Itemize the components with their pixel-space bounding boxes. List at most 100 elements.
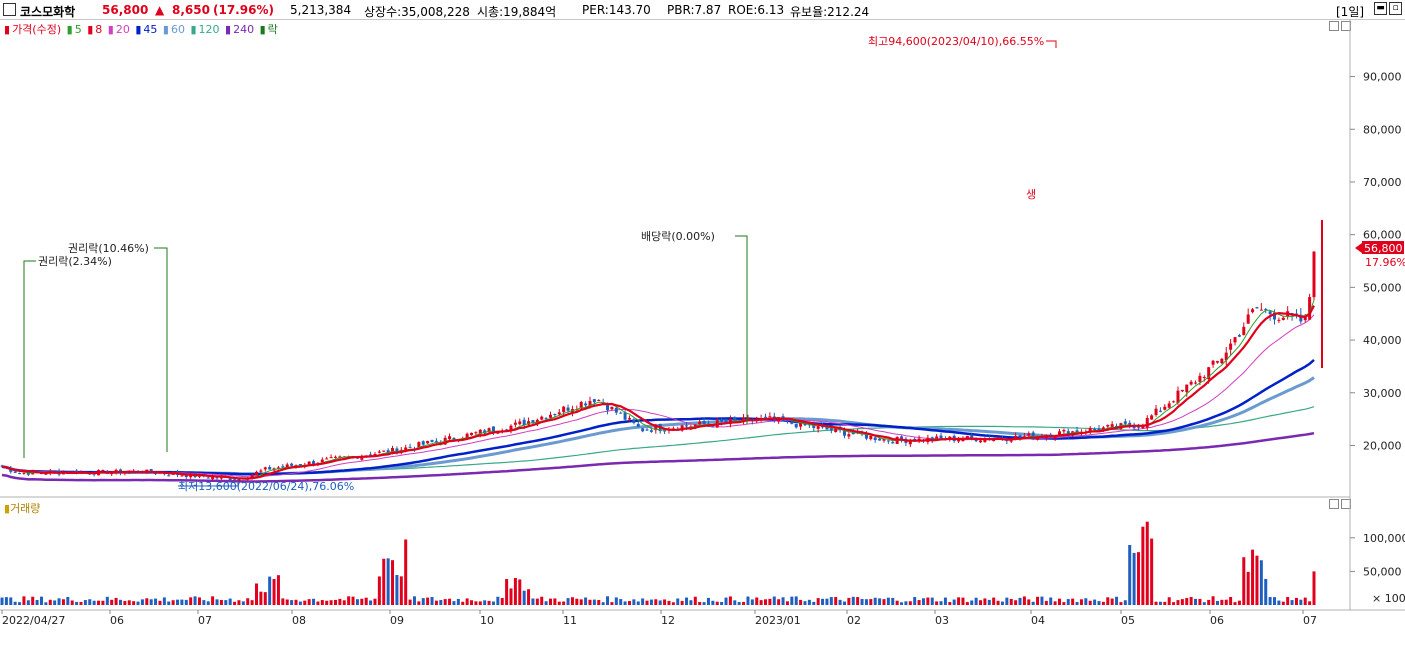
y-tick-label: 80,000: [1363, 123, 1402, 136]
volume-bar: [180, 599, 184, 605]
volume-bar: [895, 600, 899, 605]
rights-annotation-1: 권리락(10.46%): [68, 242, 149, 255]
volume-bar: [860, 598, 864, 605]
volume-bar: [110, 599, 114, 605]
minimize-icon[interactable]: ▬: [1374, 2, 1387, 15]
candle-body: [588, 401, 592, 406]
candle-body: [566, 407, 570, 411]
candle-body: [869, 435, 873, 440]
candle-body: [281, 466, 285, 468]
period-selector[interactable]: [1일]: [1336, 5, 1365, 19]
volume-bar: [715, 601, 719, 605]
volume-bar: [140, 599, 144, 605]
candle-body: [167, 475, 171, 477]
current-pct-label: 17.96%: [1365, 256, 1405, 269]
volume-bar: [711, 600, 715, 605]
candle-body: [255, 471, 259, 476]
legend-ma45-icon: ▮: [135, 23, 142, 36]
volume-bar: [206, 601, 210, 605]
volume-bar: [518, 579, 522, 605]
candle-body: [487, 428, 491, 433]
candle-body: [645, 429, 649, 431]
candle-body: [474, 432, 478, 434]
candle-body: [746, 417, 750, 419]
legend-ma20[interactable]: 20: [115, 23, 130, 36]
candle-body: [1185, 384, 1189, 393]
x-tick-label: 12: [661, 614, 675, 627]
volume-bar: [219, 599, 223, 605]
volume-bar: [228, 598, 232, 605]
volume-bar: [233, 601, 237, 605]
candle-body: [1158, 410, 1162, 412]
price-pane-minimize-icon[interactable]: [1329, 21, 1339, 31]
candle-body: [426, 441, 430, 444]
volume-bar: [838, 599, 842, 605]
volume-bar: [281, 598, 285, 605]
stock-name[interactable]: 코스모화학: [20, 5, 76, 19]
volume-bar: [290, 600, 294, 605]
volume-bar: [1101, 601, 1105, 605]
candle-body: [842, 430, 846, 436]
volume-bar: [663, 599, 667, 605]
volume-pane-minimize-icon[interactable]: [1329, 499, 1339, 509]
volume-legend-label[interactable]: 거래량: [10, 502, 41, 515]
volume-bar: [1198, 598, 1202, 605]
volume-bar: [505, 579, 509, 605]
candle-body: [9, 468, 13, 472]
volume-bar: [1022, 596, 1026, 605]
ma240-line: [1, 431, 1315, 483]
legend-ma60[interactable]: 60: [170, 23, 185, 36]
maximize-icon[interactable]: ▫: [1389, 2, 1402, 15]
x-tick-label: 07: [198, 614, 212, 627]
candle-body: [821, 426, 825, 428]
legend-ex[interactable]: 락: [267, 23, 278, 36]
candle-body: [1273, 312, 1277, 320]
legend-price[interactable]: 가격(수정): [12, 23, 62, 36]
candle-body: [18, 472, 22, 474]
volume-bar: [470, 600, 474, 605]
legend-ma8[interactable]: 8: [95, 23, 103, 36]
volume-bar: [202, 600, 206, 605]
volume-bar: [1259, 560, 1263, 605]
price-change-pct: (17.96%): [213, 3, 274, 17]
candle-body: [180, 475, 184, 477]
volume-bar: [1009, 598, 1013, 605]
candle-body: [562, 406, 566, 413]
volume-bar: [303, 600, 307, 605]
candle-body: [970, 434, 974, 439]
legend-ma120[interactable]: 120: [198, 23, 220, 36]
listed-shares: 상장수:35,008,228: [364, 5, 470, 19]
candle-body: [548, 414, 552, 418]
volume-bar: [939, 601, 943, 605]
volume-bar: [886, 597, 890, 605]
volume-bar: [193, 596, 197, 605]
candle-body: [290, 463, 294, 466]
volume-bar: [1211, 596, 1215, 605]
candle-body: [531, 420, 535, 424]
volume-bar: [777, 599, 781, 605]
candle-body: [0, 465, 4, 467]
rights-marker-2: [23, 260, 36, 458]
volume-bar: [610, 602, 614, 605]
candle-body: [417, 442, 421, 448]
volume-bar: [360, 598, 364, 605]
x-tick-label: 2023/01: [755, 614, 801, 627]
candle-body: [391, 448, 395, 452]
x-tick-label: 09: [390, 614, 404, 627]
volume-bar: [676, 598, 680, 605]
candle-body: [1281, 317, 1285, 320]
volume-bar: [1014, 600, 1018, 605]
volume-bar: [706, 597, 710, 605]
volume-bar: [908, 601, 912, 605]
select-checkbox[interactable]: [3, 3, 16, 16]
candle-body: [263, 467, 267, 470]
volume-bar: [728, 596, 732, 605]
volume-bar: [132, 601, 136, 605]
candle-body: [900, 436, 904, 440]
legend-ma45[interactable]: 45: [143, 23, 158, 36]
legend-ma240[interactable]: 240: [233, 23, 255, 36]
volume-bar: [1053, 601, 1057, 605]
volume-unit-label: × 100: [1372, 592, 1405, 605]
legend-ma5[interactable]: 5: [74, 23, 82, 36]
